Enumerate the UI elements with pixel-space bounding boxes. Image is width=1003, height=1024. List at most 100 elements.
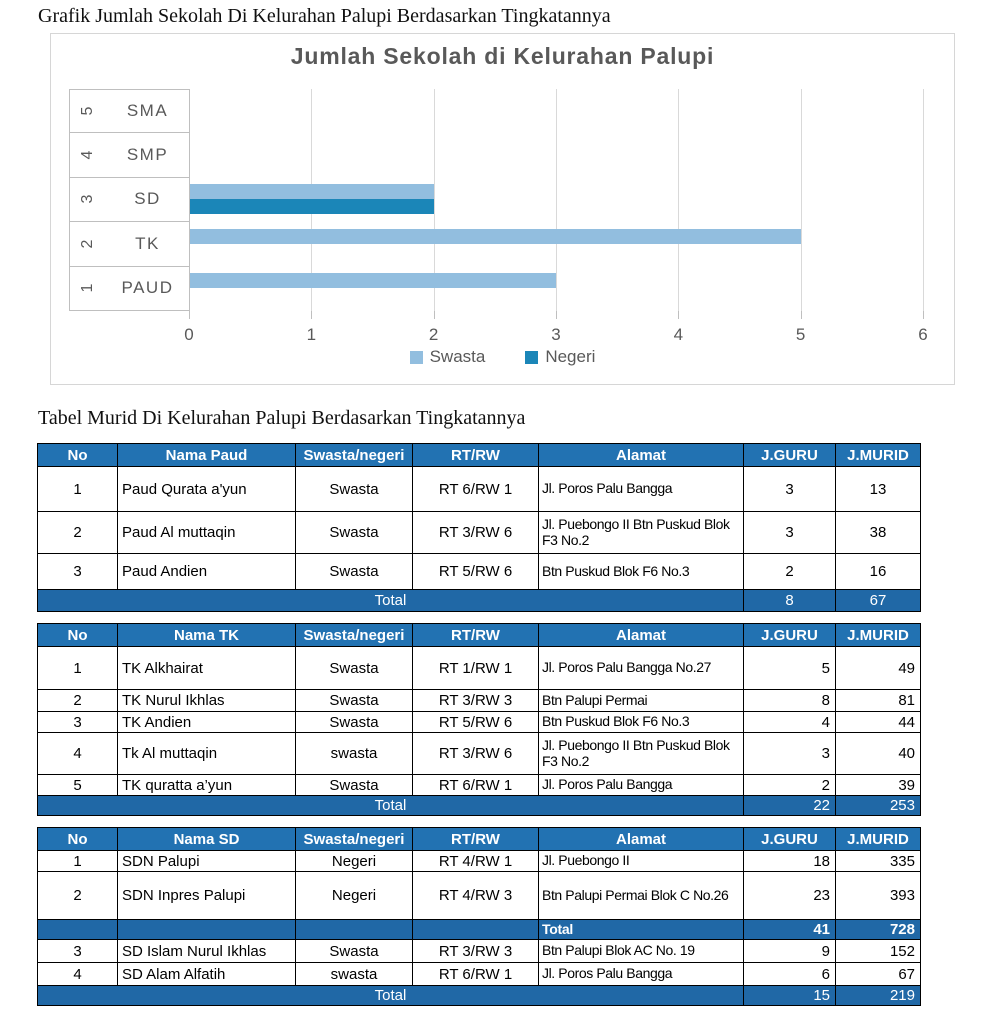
cell-murid: 67 (835, 962, 921, 986)
table-row-data: 1 Paud Qurata a'yun Swasta RT 6/RW 1 Jl. Por… (37, 466, 921, 512)
x-tick-label: 0 (184, 325, 194, 344)
cell-total-label: Total (37, 985, 744, 1006)
header-row: No Nama TK Swasta/negeri RT/RW Alamat J.GURU J… (37, 623, 921, 647)
category-row: 2 TK (70, 222, 189, 267)
cell-alamat: Btn Puskud Blok F6 No.3 (538, 553, 744, 590)
cell-guru: 3 (743, 732, 836, 775)
cell-no: 3 (37, 553, 118, 590)
cell-murid: 44 (835, 711, 921, 733)
bar-swasta-tk (190, 228, 801, 244)
table-head: No Nama TK Swasta/negeri RT/RW Alamat J.GURU J… (37, 623, 921, 647)
cell-status: Negeri (295, 871, 413, 920)
legend-swatch (409, 350, 423, 364)
column-header: RT/RW (412, 623, 539, 647)
cell-status: Swasta (295, 711, 413, 733)
cell-alamat: Jl. Poros Palu Bangga (538, 774, 744, 796)
tables-container: No Nama Paud Swasta/negeri RT/RW Alamat J.GUR… (37, 443, 921, 1017)
table-row-data: 2 TK Nurul Ikhlas Swasta RT 3/RW 3 Btn Palup… (37, 689, 921, 712)
cell-alamat: Jl. Puebongo II Btn Puskud Blok F3 No.2 (538, 732, 744, 775)
table-row-data: 3 SD Islam Nurul Ikhlas Swasta RT 3/RW 3 Btn… (37, 939, 921, 963)
cell-no: 3 (37, 711, 118, 733)
category-label: SD (134, 189, 161, 209)
gridline (800, 89, 802, 311)
column-header: J.GURU (743, 443, 836, 467)
cell-alamat: Btn Puskud Blok F6 No.3 (538, 711, 744, 733)
table-row-data: 3 TK Andien Swasta RT 5/RW 6 Btn Puskud Blok… (37, 711, 921, 733)
y-axis-line (189, 89, 190, 311)
cell-nama: SD Alam Alfatih (117, 962, 296, 986)
table-row-data: 4 SD Alam Alfatih swasta RT 6/RW 1 Jl. Poros… (37, 962, 921, 986)
cell-murid: 39 (835, 774, 921, 796)
category-label: SMP (126, 145, 169, 165)
table-body: 1 Paud Qurata a'yun Swasta RT 6/RW 1 Jl. Por… (37, 466, 921, 612)
column-header: Nama Paud (117, 443, 296, 467)
column-header: J.MURID (835, 623, 921, 647)
axis-tick (922, 311, 924, 319)
column-header: Alamat (538, 443, 744, 467)
table-body: 1 TK Alkhairat Swasta RT 1/RW 1 Jl. Poros Pa… (37, 646, 921, 816)
cell-nama: Paud Al muttaqin (117, 511, 296, 554)
column-header: J.MURID (835, 443, 921, 467)
table-row-data: 2 SDN Inpres Palupi Negeri RT 4/RW 3 Btn Pal… (37, 871, 921, 920)
cell-murid: 49 (835, 646, 921, 690)
cell-status: Swasta (295, 466, 413, 512)
table-row-data: 1 TK Alkhairat Swasta RT 1/RW 1 Jl. Poros Pa… (37, 646, 921, 690)
column-header: No (37, 827, 118, 851)
cell-no (37, 919, 118, 940)
column-header: RT/RW (412, 827, 539, 851)
cell-nama: Tk Al muttaqin (117, 732, 296, 775)
cell-alamat: Jl. Poros Palu Bangga (538, 466, 744, 512)
cell-status: Swasta (295, 689, 413, 712)
cell-no: 1 (37, 646, 118, 690)
table-row-subtotal: Total 41 728 (37, 919, 921, 940)
axis-tick (800, 311, 802, 319)
column-header: Swasta/negeri (295, 827, 413, 851)
table-row-total: Total 22 253 (37, 795, 921, 816)
cell-guru: 3 (743, 511, 836, 554)
plot-area: 0 1 2 3 4 5 6 (184, 89, 928, 344)
header-row: No Nama Paud Swasta/negeri RT/RW Alamat J.GUR… (37, 443, 921, 467)
cell-total-murid: 67 (835, 589, 921, 612)
category-row: 1 PAUD (70, 267, 189, 311)
cell-rtrw: RT 3/RW 3 (412, 939, 539, 963)
table-row-data: 4 Tk Al muttaqin swasta RT 3/RW 6 Jl. Puebon… (37, 732, 921, 775)
category-number: 2 (79, 239, 96, 249)
x-tick-label: 1 (306, 325, 317, 344)
column-header: Alamat (538, 827, 744, 851)
cell-nama: TK quratta a’yun (117, 774, 296, 796)
table-row-data: 2 Paud Al muttaqin Swasta RT 3/RW 6 Jl. Pueb… (37, 511, 921, 554)
legend-item-swasta: Swasta (409, 347, 485, 367)
table-tk: No Nama TK Swasta/negeri RT/RW Alamat J.GURU J… (37, 623, 921, 816)
cell-total-guru: 15 (743, 985, 836, 1006)
cell-alamat: Jl. Poros Palu Bangga No.27 (538, 646, 744, 690)
cell-murid: 16 (835, 553, 921, 590)
category-number: 3 (79, 195, 96, 204)
cell-total-murid: 219 (835, 985, 921, 1006)
cell-status: Negeri (295, 850, 413, 872)
cell-status: Swasta (295, 553, 413, 590)
cell-guru: 23 (743, 871, 836, 920)
cell-guru: 18 (743, 850, 836, 872)
x-tick-label: 4 (673, 325, 684, 344)
cell-total-label: Total (37, 589, 744, 612)
cell-rtrw: RT 3/RW 3 (412, 689, 539, 712)
cell-guru: 2 (743, 553, 836, 590)
cell-status: Swasta (295, 774, 413, 796)
cell-status: Swasta (295, 646, 413, 690)
cell-no: 5 (37, 774, 118, 796)
table-paud: No Nama Paud Swasta/negeri RT/RW Alamat J.GUR… (37, 443, 921, 612)
cell-alamat: Btn Palupi Permai (538, 689, 744, 712)
cell-status: swasta (295, 732, 413, 775)
column-header: No (37, 623, 118, 647)
chart-section-title: Grafik Jumlah Sekolah Di Kelurahan Palup… (38, 5, 611, 27)
column-header: Swasta/negeri (295, 623, 413, 647)
cell-guru: 8 (743, 689, 836, 712)
cell-rtrw: RT 4/RW 3 (412, 871, 539, 920)
axis-tick (555, 311, 557, 319)
axis-tick (433, 311, 435, 319)
school-count-chart: Jumlah Sekolah di Kelurahan Palupi 5 SMA 4… (50, 33, 955, 385)
cell-subtotal-label: Total (538, 919, 744, 940)
category-number: 4 (79, 150, 96, 160)
cell-nama: SDN Inpres Palupi (117, 871, 296, 920)
cell-total-label: Total (37, 795, 744, 816)
